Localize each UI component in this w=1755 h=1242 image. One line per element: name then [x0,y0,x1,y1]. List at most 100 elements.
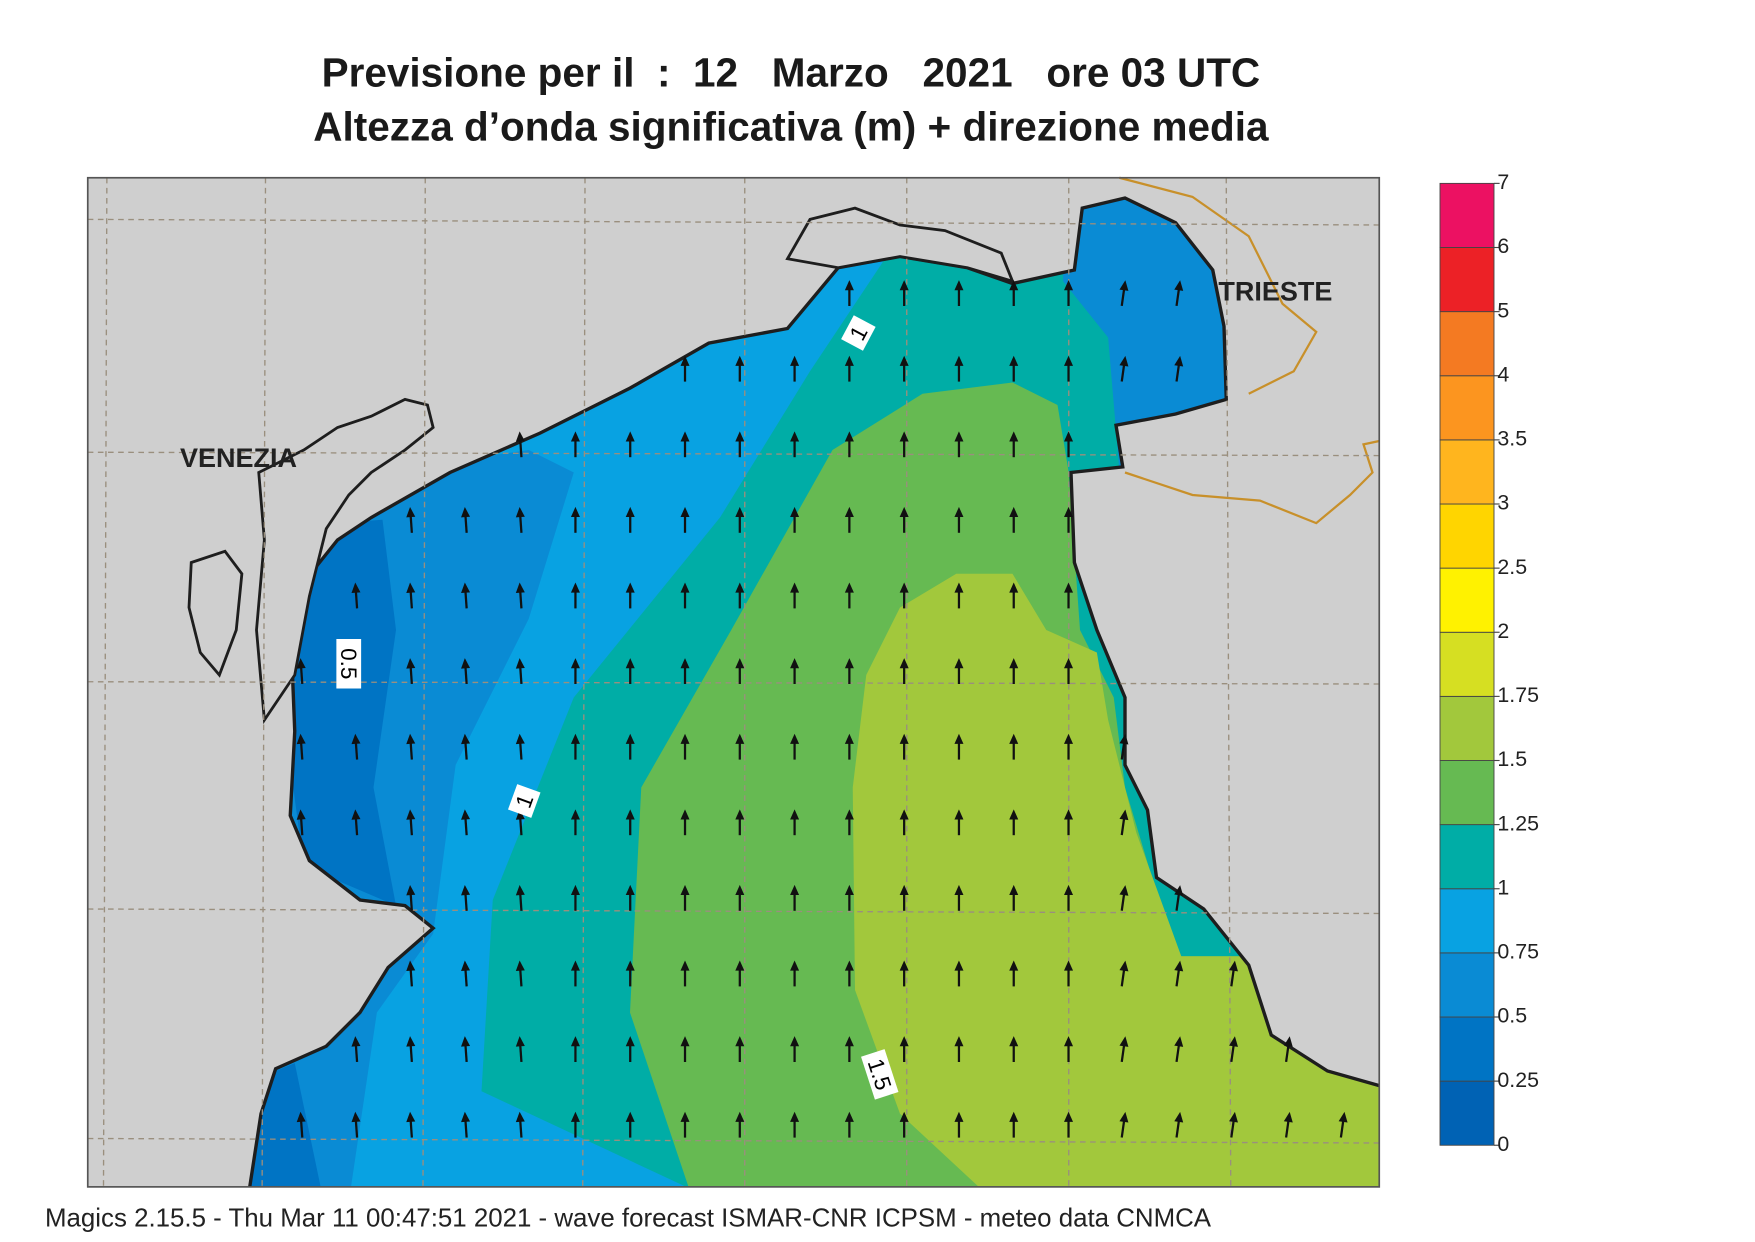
colorbar-bin [1439,567,1495,633]
arrow [899,658,909,684]
arrow-head [351,733,361,745]
arrow-head [461,582,471,593]
arrow-head [844,431,854,442]
arrow [570,431,580,458]
arrow-head [515,582,525,593]
arrow [1064,809,1074,836]
arrow [1064,431,1074,458]
arrow-head [1174,280,1184,291]
arrow [1064,733,1074,760]
arrow [570,960,580,987]
arrow [954,582,964,609]
arrow-head [1009,733,1019,744]
arrow-head [790,809,800,820]
colorbar-tick-label: 4 [1497,362,1509,386]
arrow [1009,355,1019,382]
arrow-head [899,960,909,971]
arrow-head [1119,885,1129,896]
arrow [790,431,800,458]
arrow-head [625,960,635,971]
arrow [461,506,471,533]
arrow-head [1064,355,1074,366]
arrow [625,733,635,760]
arrow [790,1036,800,1062]
arrow-head [351,809,361,820]
arrow-head [1064,884,1074,896]
arrow [899,733,909,760]
colorbar-bin [1439,1016,1495,1082]
arrow-head [625,658,635,669]
arrow [1009,506,1019,533]
arrow [570,733,580,760]
arrow-head [954,1036,964,1047]
arrow [1283,1036,1293,1063]
arrow [680,355,690,382]
arrow [1174,1036,1184,1063]
arrow-head [625,733,635,744]
arrow-head [1174,355,1184,367]
arrow-head [844,1036,854,1047]
map-frame [86,176,1381,1188]
arrow [461,658,471,685]
arrow [1064,1036,1074,1062]
arrow-head [844,1111,854,1122]
arrow-head [1064,1036,1074,1047]
arrow [1064,506,1074,533]
arrow [1009,733,1019,760]
lagoon-islands [187,206,1015,725]
contour-label-box: 0.5 [336,639,362,689]
colorbar-tick-label: 3 [1497,491,1509,515]
arrow [954,1036,964,1062]
arrow [461,582,471,609]
arrow [790,809,800,836]
arrow-head [461,733,471,745]
arrow-head [899,809,909,820]
arrow [735,658,745,684]
arrow [899,1036,909,1062]
arrow-head [406,582,416,593]
arrow-head [625,809,635,820]
arrow-head [406,506,416,518]
arrow [351,1111,361,1138]
colorbar-tick-label: 3.5 [1497,427,1527,451]
arrow-head [844,355,854,366]
arrow-head [351,1036,361,1047]
arrow [296,1111,306,1138]
arrow [790,884,800,911]
map-border [86,176,1381,1188]
arrow [1064,960,1074,987]
arrow [351,582,361,609]
arrow-head [790,733,800,744]
arrow-head [844,809,854,820]
arrow-head [680,884,690,896]
colorbar-tick-label: 7 [1497,170,1509,194]
arrow-head [1009,506,1019,518]
colorbar-tick-label: 6 [1497,234,1509,258]
arrow-head [461,506,471,518]
arrow-head [790,1036,800,1047]
arrow [735,960,745,987]
arrow [625,884,635,911]
arrow [954,506,964,533]
arrow-head [1064,582,1074,593]
arrow-head [954,280,964,291]
arrow-head [570,960,580,971]
arrow-head [954,960,964,971]
arrow [954,884,964,911]
arrow [1174,355,1184,382]
arrow [954,431,964,458]
colorbar-tick-label: 0.25 [1497,1068,1539,1092]
colorbar-tick-label: 1.5 [1497,747,1527,771]
arrow [954,658,964,684]
arrow [461,1036,471,1063]
arrow [461,733,471,760]
arrow [1064,658,1074,684]
colorbar-bin [1439,247,1495,313]
arrow-head [1229,960,1238,972]
arrow [1009,280,1019,306]
arrow [1119,885,1129,911]
arrow-head [515,884,525,896]
arrow [790,1111,800,1138]
arrow-head [680,506,690,518]
